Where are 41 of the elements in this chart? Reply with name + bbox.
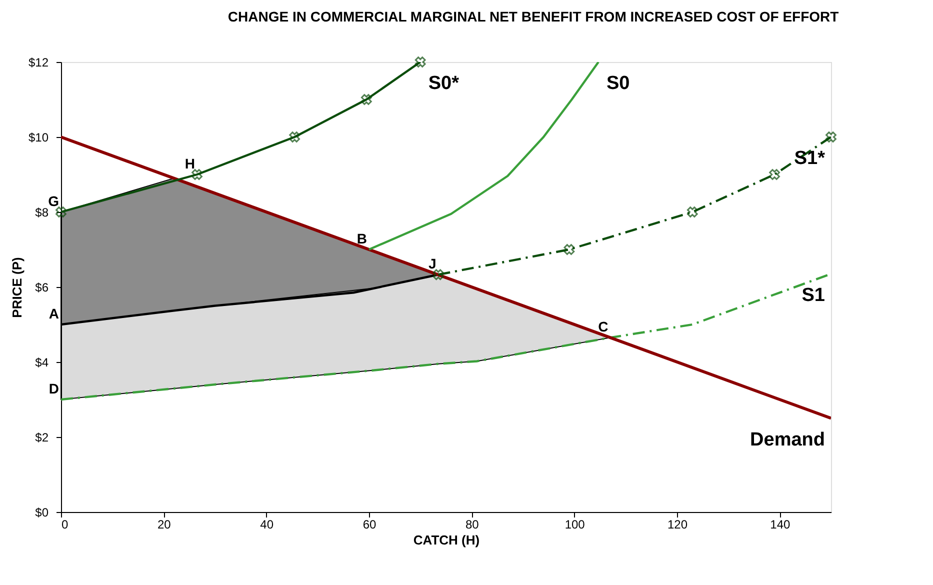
x-tick-label: 80 [465, 518, 480, 532]
line-series [368, 62, 600, 251]
x-tick-label: 120 [667, 518, 688, 532]
x-tick-label: 60 [362, 518, 376, 532]
point [360, 94, 372, 105]
x-tick-label: 40 [260, 518, 274, 532]
y-tick-label: $8 [35, 206, 49, 220]
series-label: S1 [802, 284, 826, 306]
point [289, 132, 300, 142]
chart-title: CHANGE IN COMMERCIAL MARGINAL NET BENEFIT FROM INCREASED COST OF EFFORT [228, 8, 840, 24]
annotation: B [356, 230, 367, 246]
y-tick-label: $12 [28, 56, 49, 70]
point [686, 206, 698, 218]
series-label: S0 [606, 73, 630, 94]
annotation: D [48, 380, 59, 396]
annotation: A [48, 306, 59, 322]
annotation: G [48, 193, 60, 209]
x-tick-label: 100 [564, 518, 586, 532]
x-tick-label: 20 [157, 518, 172, 532]
point [564, 244, 575, 255]
series-label: S1* [794, 148, 826, 169]
x-axis-title: CATCH (H) [413, 532, 480, 548]
y-tick-label: $6 [35, 280, 49, 294]
y-axis-title: PRICE (P) [9, 257, 24, 318]
y-tick-label: $4 [35, 356, 49, 370]
point [432, 269, 444, 280]
y-tick-label: $0 [35, 506, 49, 520]
series-label: Demand [750, 429, 825, 450]
point [826, 132, 836, 142]
point [414, 56, 426, 68]
point [56, 206, 66, 218]
y-tick-label: $2 [35, 430, 49, 444]
point [192, 169, 202, 180]
annotation: H [184, 156, 196, 172]
annotation: J [428, 256, 436, 272]
point [769, 169, 780, 180]
x-tick-label: 0 [62, 518, 68, 532]
annotation: C [598, 318, 608, 335]
series-label: S0* [428, 73, 460, 94]
x-tick-label: 140 [770, 518, 790, 532]
y-tick-label: $10 [28, 130, 49, 144]
